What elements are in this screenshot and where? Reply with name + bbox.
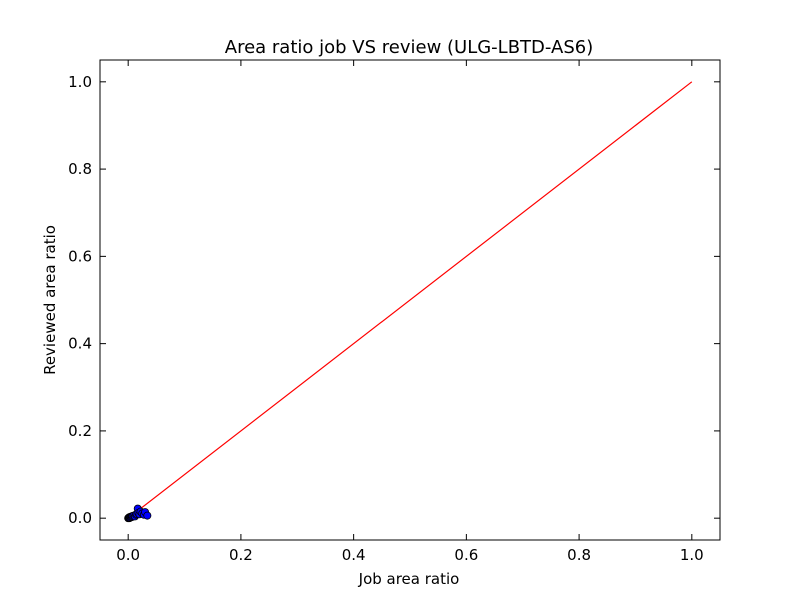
y-tick-label: 0.4 <box>68 335 92 353</box>
plot-area: 0.0 0.2 0.4 0.6 0.8 1.0 0.0 0.2 0.4 0.6 0.8 1.0 <box>68 59 721 564</box>
x-tick-label: 1.0 <box>680 546 704 564</box>
y-tick-label: 0.2 <box>68 422 92 440</box>
x-axis-label: Job area ratio <box>358 570 460 588</box>
y-tick-label: 1.0 <box>68 73 92 91</box>
data-point <box>143 511 152 520</box>
y-axis-label: Reviewed area ratio <box>41 225 59 375</box>
y-tick-label: 0.6 <box>68 247 92 265</box>
reference-line <box>127 81 693 519</box>
axes-frame <box>99 59 721 541</box>
x-tick-label: 0.2 <box>229 546 253 564</box>
x-tick-label: 0.0 <box>116 546 140 564</box>
y-tick-label: 0.0 <box>68 509 92 527</box>
x-tick-label: 0.4 <box>342 546 366 564</box>
x-tick-label: 0.6 <box>454 546 478 564</box>
y-tick-label: 0.8 <box>68 160 92 178</box>
chart-title: Area ratio job VS review (ULG-LBTD-AS6) <box>225 37 593 58</box>
x-tick-label: 0.8 <box>567 546 591 564</box>
